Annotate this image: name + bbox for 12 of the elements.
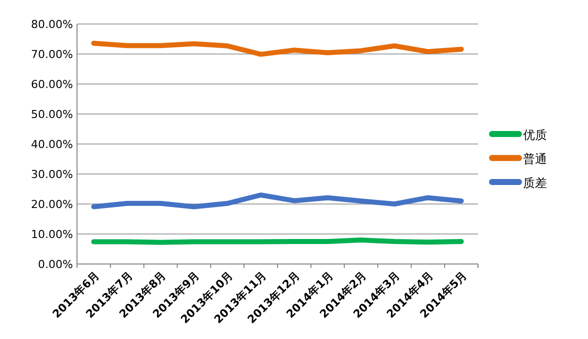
y-tick-label: 40.00% <box>31 138 73 151</box>
y-tick-label: 0.00% <box>38 258 73 271</box>
legend-label: 普通 <box>523 152 547 166</box>
y-tick-label: 30.00% <box>31 168 73 181</box>
y-tick-label: 10.00% <box>31 228 73 241</box>
y-tick-label: 20.00% <box>31 198 73 211</box>
y-tick-label: 70.00% <box>31 48 73 61</box>
y-tick-label: 60.00% <box>31 78 73 91</box>
y-tick-label: 50.00% <box>31 108 73 121</box>
legend-label: 质差 <box>523 176 547 190</box>
y-tick-label: 80.00% <box>31 18 73 31</box>
legend-label: 优质 <box>523 128 547 142</box>
